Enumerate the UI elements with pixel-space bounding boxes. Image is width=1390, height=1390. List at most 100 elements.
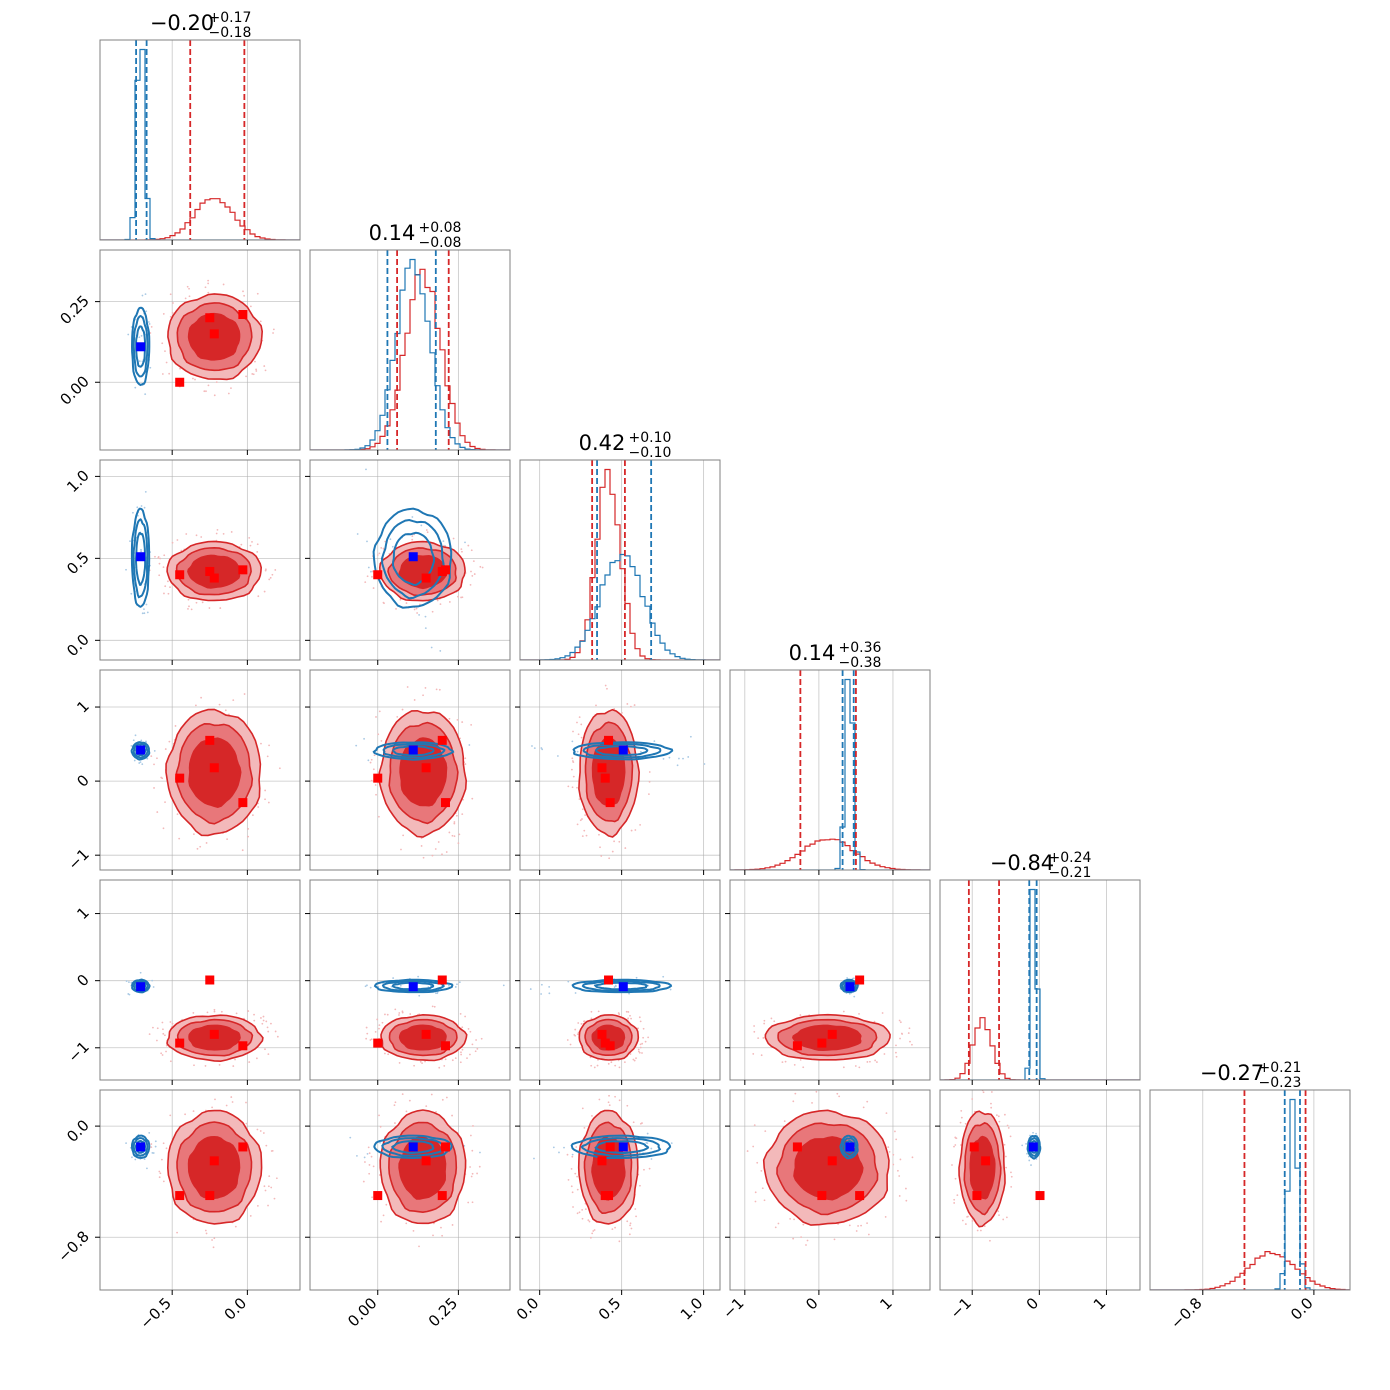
scatter-point-blue bbox=[146, 1167, 148, 1170]
scatter-point-red bbox=[219, 607, 222, 609]
scatter-point-blue bbox=[645, 1141, 648, 1144]
scatter-point-red bbox=[226, 838, 229, 841]
scatter-point-red bbox=[838, 1095, 841, 1098]
scatter-point-red bbox=[464, 763, 467, 765]
scatter-point-red bbox=[207, 291, 210, 294]
scatter-point-red bbox=[618, 1066, 621, 1069]
panel-frame bbox=[309, 1089, 511, 1291]
scatter-point-red bbox=[369, 761, 372, 764]
scatter-point-red bbox=[206, 1011, 209, 1014]
scatter-point-red bbox=[629, 1014, 631, 1017]
y-tick-label: −1 bbox=[64, 1038, 92, 1066]
scatter-point-red bbox=[598, 833, 600, 836]
panel-title: −0.20 bbox=[150, 11, 214, 35]
scatter-point-red bbox=[247, 835, 250, 838]
scatter-point-red bbox=[614, 1095, 616, 1098]
scatter-point-red bbox=[195, 601, 198, 604]
marker-red bbox=[855, 975, 865, 985]
panel-frame bbox=[99, 669, 301, 871]
scatter-point-red bbox=[215, 381, 218, 384]
scatter-point-red bbox=[169, 586, 171, 588]
scatter-point-red bbox=[583, 1126, 586, 1129]
title-plus: +0.24 bbox=[1049, 850, 1092, 866]
scatter-point-red bbox=[480, 1037, 483, 1040]
scatter-point-blue bbox=[1030, 1164, 1032, 1166]
scatter-point-red bbox=[373, 754, 376, 757]
scatter-point-red bbox=[174, 725, 177, 727]
scatter-point-red bbox=[249, 305, 252, 308]
scatter-point-blue bbox=[442, 540, 445, 542]
scatter-point-red bbox=[413, 699, 416, 701]
marker-red bbox=[604, 735, 614, 745]
scatter-point-red bbox=[571, 768, 573, 771]
scatter-point-red bbox=[967, 1215, 969, 1218]
panel-3-1 bbox=[305, 669, 511, 875]
scatter-point-red bbox=[162, 313, 165, 315]
scatter-point-red bbox=[475, 1039, 478, 1041]
marker-red bbox=[238, 1041, 248, 1051]
scatter-point-blue bbox=[548, 992, 551, 995]
scatter-point-red bbox=[964, 1223, 967, 1225]
scatter-point-red bbox=[370, 1038, 373, 1041]
scatter-point-red bbox=[895, 1051, 897, 1054]
scatter-point-red bbox=[451, 834, 454, 837]
scatter-point-red bbox=[213, 1008, 216, 1011]
scatter-point-blue bbox=[436, 992, 439, 995]
scatter-point-red bbox=[367, 1146, 370, 1149]
scatter-point-red bbox=[618, 1099, 621, 1102]
scatter-point-red bbox=[626, 1104, 629, 1107]
scatter-point-red bbox=[470, 1175, 473, 1178]
scatter-point-red bbox=[271, 573, 274, 576]
marker-red bbox=[373, 773, 383, 783]
scatter-point-red bbox=[633, 1059, 636, 1062]
scatter-point-red bbox=[162, 1032, 165, 1035]
scatter-point-red bbox=[471, 1043, 474, 1046]
scatter-point-red bbox=[271, 1149, 274, 1152]
scatter-point-red bbox=[227, 392, 230, 395]
scatter-point-red bbox=[461, 1048, 464, 1051]
scatter-point-red bbox=[366, 575, 369, 578]
scatter-point-blue bbox=[151, 979, 154, 982]
scatter-point-red bbox=[378, 1114, 380, 1117]
x-tick-label: 1 bbox=[1090, 1294, 1109, 1313]
scatter-point-red bbox=[266, 1026, 269, 1029]
y-tick-label: 0.5 bbox=[63, 548, 93, 578]
scatter-point-red bbox=[213, 394, 216, 397]
scatter-point-red bbox=[874, 1059, 877, 1062]
scatter-point-red bbox=[384, 1013, 386, 1016]
title-plus: +0.17 bbox=[209, 10, 252, 26]
scatter-point-red bbox=[892, 1153, 895, 1156]
scatter-point-red bbox=[858, 1013, 860, 1015]
scatter-point-blue bbox=[128, 981, 130, 984]
scatter-point-red bbox=[264, 789, 267, 792]
scatter-point-red bbox=[460, 548, 463, 551]
scatter-point-red bbox=[472, 560, 475, 563]
title-minus: −0.08 bbox=[419, 235, 462, 251]
scatter-point-red bbox=[581, 1209, 584, 1211]
scatter-point-red bbox=[610, 1061, 613, 1064]
scatter-point-red bbox=[959, 1121, 962, 1124]
panel-frame bbox=[309, 249, 511, 451]
scatter-point-red bbox=[998, 1120, 1001, 1123]
scatter-point-red bbox=[259, 1130, 262, 1132]
scatter-point-red bbox=[164, 1034, 166, 1037]
x-tick-label: 0 bbox=[1023, 1294, 1042, 1313]
scatter-point-red bbox=[637, 1048, 640, 1051]
x-tick-label: 1.0 bbox=[677, 1294, 707, 1324]
scatter-point-red bbox=[618, 840, 621, 843]
scatter-point-red bbox=[630, 705, 632, 708]
scatter-point-red bbox=[576, 721, 578, 724]
scatter-point-red bbox=[614, 1064, 617, 1067]
scatter-point-red bbox=[270, 1186, 273, 1189]
scatter-point-red bbox=[254, 360, 256, 363]
scatter-point-red bbox=[960, 1109, 963, 1112]
scatter-point-red bbox=[792, 1100, 795, 1103]
scatter-point-red bbox=[866, 1222, 868, 1225]
scatter-point-red bbox=[621, 711, 623, 714]
scatter-point-blue bbox=[349, 1136, 352, 1139]
scatter-point-red bbox=[773, 1020, 776, 1023]
scatter-point-red bbox=[411, 538, 414, 541]
panel-4-3 bbox=[725, 879, 931, 1085]
scatter-point-red bbox=[954, 1177, 957, 1180]
scatter-point-red bbox=[253, 1013, 255, 1016]
